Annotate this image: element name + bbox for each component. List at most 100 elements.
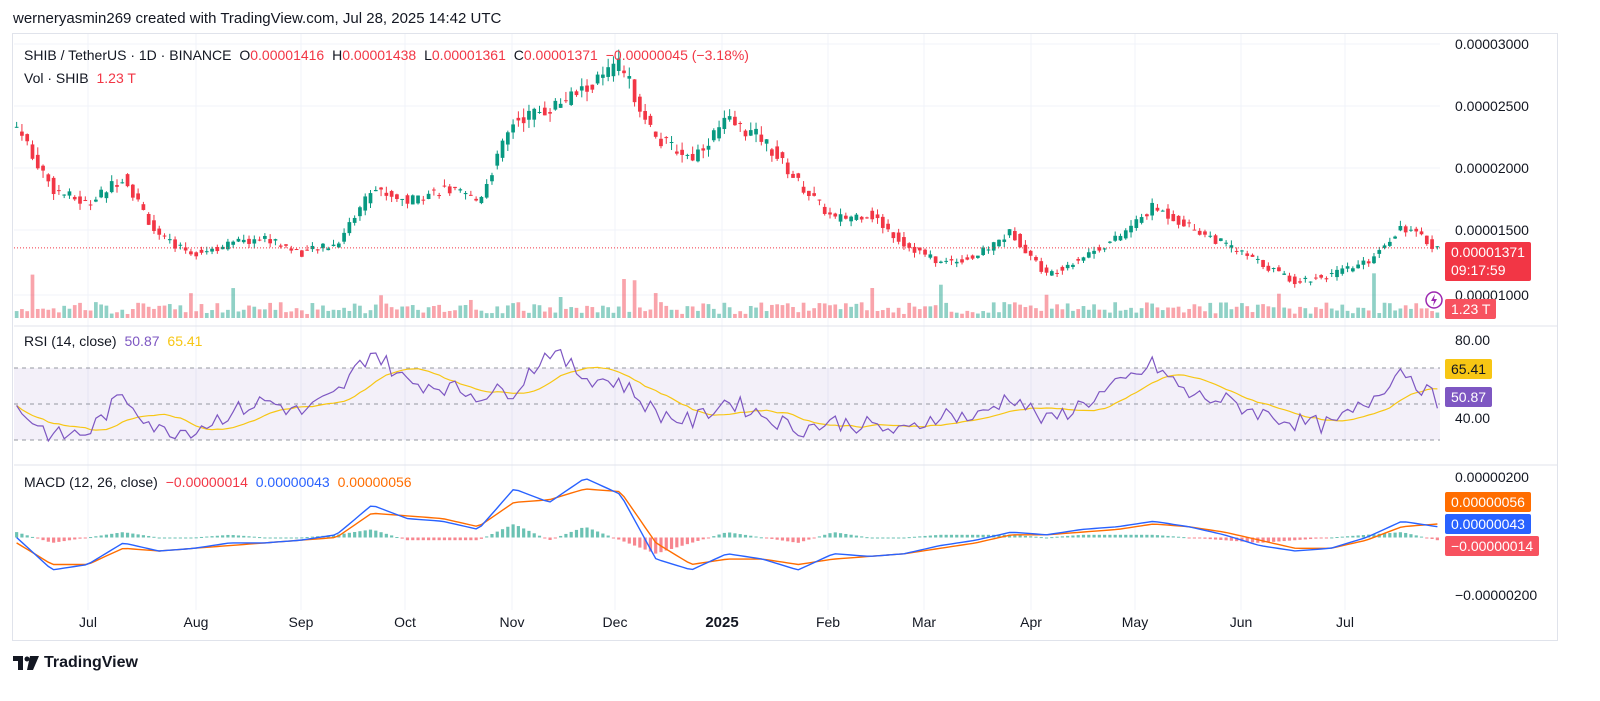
volume-bar xyxy=(870,288,875,318)
candle-body xyxy=(1314,277,1318,279)
volume-bar xyxy=(1007,304,1012,318)
macd-histogram-bar xyxy=(1171,536,1175,538)
volume-bar xyxy=(83,310,88,318)
macd-histogram-bar xyxy=(1192,537,1196,539)
rsi-label[interactable]: RSI (14, close) xyxy=(24,333,117,349)
macd-histogram-bar xyxy=(432,537,436,541)
tradingview-logo[interactable]: TradingView xyxy=(13,654,138,672)
candle-body xyxy=(585,85,589,92)
macd-histogram-bar xyxy=(717,534,721,538)
symbol-label[interactable]: SHIB / TetherUS · 1D · BINANCE xyxy=(24,47,232,63)
candle-body xyxy=(1049,271,1054,276)
candle-body xyxy=(532,108,537,120)
macd-histogram-bar xyxy=(833,532,837,538)
volume-bar xyxy=(616,306,621,318)
candle-body xyxy=(880,216,885,228)
candle-body xyxy=(521,117,526,124)
candle-body xyxy=(590,84,595,90)
macd-histogram-bar xyxy=(120,532,124,538)
lightning-icon[interactable] xyxy=(1425,291,1443,309)
candle-body xyxy=(1287,275,1292,282)
candle-body xyxy=(347,222,352,234)
candle-body xyxy=(1340,268,1345,274)
macd-histogram-bar xyxy=(1272,537,1276,542)
volume-bar xyxy=(204,312,209,318)
candle-body xyxy=(833,213,838,217)
volume-bar xyxy=(210,310,214,318)
volume-bar xyxy=(273,309,278,318)
candle-body xyxy=(1071,264,1075,267)
volume-bar xyxy=(1255,304,1260,318)
macd-histogram-bar xyxy=(1266,537,1270,543)
volume-bar xyxy=(405,306,410,318)
volume-bar xyxy=(1203,311,1207,318)
candle-body xyxy=(785,162,790,175)
macd-histogram-bar xyxy=(849,534,853,538)
candle-body xyxy=(1139,217,1144,223)
close-value: 0.00001371 xyxy=(523,47,598,63)
candle-body xyxy=(442,185,447,187)
candle-body xyxy=(231,241,236,245)
volume-bar xyxy=(1023,307,1028,318)
volume-bar xyxy=(896,307,901,318)
rsi-value: 50.87 xyxy=(124,333,160,349)
candle-body xyxy=(1055,272,1059,274)
candle-body xyxy=(1218,238,1223,241)
macd-histogram-bar xyxy=(374,530,378,538)
volume-bar xyxy=(1271,307,1276,318)
volume-bar xyxy=(796,312,801,318)
volume-bar xyxy=(14,311,19,318)
candle-body xyxy=(146,213,151,225)
macd-histogram-bar xyxy=(1351,535,1355,538)
volume-bar xyxy=(1340,304,1345,318)
volume-label[interactable]: Vol · SHIB xyxy=(24,70,89,86)
candle-body xyxy=(199,249,204,253)
candle-body xyxy=(828,212,832,215)
macd-histogram-bar xyxy=(289,537,293,539)
volume-bar xyxy=(442,311,447,318)
grid-lines xyxy=(14,34,1557,610)
macd-label[interactable]: MACD (12, 26, close) xyxy=(24,474,158,490)
volume-bar xyxy=(727,307,732,318)
candle-body xyxy=(210,248,214,252)
macd-histogram-bar xyxy=(643,537,647,550)
volume-bar xyxy=(1372,273,1376,318)
candle-body xyxy=(405,195,410,204)
volume-bar xyxy=(579,312,584,318)
macd-histogram-bar xyxy=(284,537,288,539)
volume-bar xyxy=(25,311,30,318)
volume-bar xyxy=(564,308,568,318)
macd-histogram-bar xyxy=(791,537,795,543)
volume-bar xyxy=(62,305,67,318)
candle-body xyxy=(363,196,368,211)
volume-bar xyxy=(199,304,204,318)
volume-bar xyxy=(389,307,394,318)
candle-body xyxy=(20,131,24,136)
macd-histogram-bar xyxy=(749,535,753,538)
volume-bar xyxy=(342,307,346,318)
candle-body xyxy=(495,153,500,166)
chart-frame[interactable] xyxy=(12,33,1558,641)
candle-body xyxy=(891,232,896,239)
volume-bar xyxy=(1218,302,1223,318)
candle-body xyxy=(447,186,452,194)
price-axis-label: 0.00003000 xyxy=(1455,36,1529,52)
volume-bar xyxy=(828,305,832,318)
macd-histogram-bar xyxy=(184,537,188,539)
macd-histogram-bar xyxy=(1330,537,1334,539)
candle-body xyxy=(78,196,82,204)
candle-body xyxy=(1213,235,1218,244)
candle-body xyxy=(1255,258,1260,260)
volume-bar xyxy=(252,306,257,318)
macd-histogram-bar xyxy=(844,533,848,538)
candle-body xyxy=(902,237,906,247)
volume-bar xyxy=(241,309,246,318)
macd-histogram-bar xyxy=(722,532,726,538)
volume-badge-value: 1.23 T xyxy=(1451,301,1491,317)
macd-histogram-bar xyxy=(1007,534,1012,538)
macd-histogram-bar xyxy=(759,537,763,539)
volume-bar xyxy=(1229,309,1234,318)
macd-signal-value: 0.00000056 xyxy=(337,474,412,490)
macd-histogram-bar xyxy=(527,530,531,538)
